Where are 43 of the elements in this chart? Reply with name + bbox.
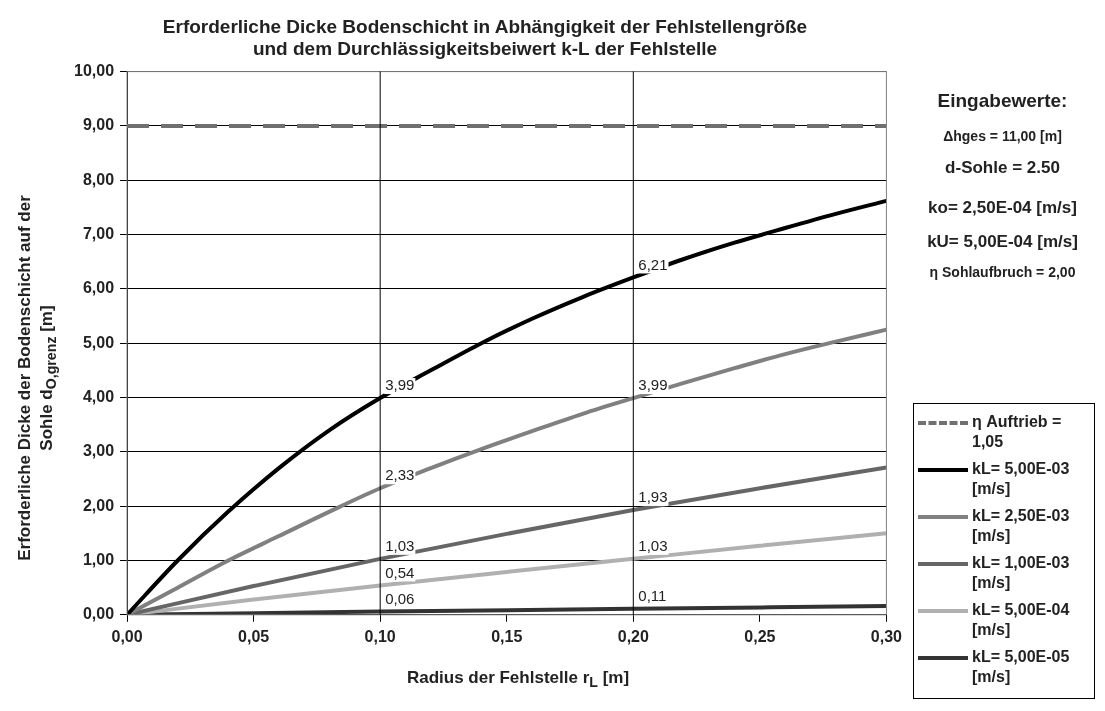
x-tick-label: 0,00 bbox=[111, 627, 143, 645]
text: η Sohlaufbruch = 2,00 bbox=[928, 264, 1077, 280]
y-tick-label: 0,00 bbox=[82, 605, 115, 623]
text: ko= 2,50E-04 [m/s] bbox=[927, 198, 1078, 218]
x-tick-label: 0,05 bbox=[238, 627, 270, 645]
text: Δhges = 11,00 [m] bbox=[942, 128, 1063, 144]
y-tick-label: 1,00 bbox=[82, 550, 115, 568]
x-tick-label: 0,25 bbox=[744, 627, 776, 645]
legend-label: kL= 1,00E-03 [m/s] bbox=[972, 553, 1071, 593]
data-label: 2,33 bbox=[385, 466, 415, 484]
y-tick-label: 2,00 bbox=[82, 496, 115, 514]
y-tick-label: 8,00 bbox=[82, 170, 115, 188]
legend-label: η Auftrieb = 1,05 bbox=[972, 412, 1063, 452]
data-label: 0,06 bbox=[385, 589, 415, 607]
text: d-Sohle = 2.50 bbox=[944, 158, 1061, 178]
y-tick-label: 6,00 bbox=[82, 279, 115, 297]
x-tick-label: 0,30 bbox=[870, 627, 903, 645]
data-label: 1,93 bbox=[638, 488, 668, 506]
text: und dem Durchlässigkeitsbeiwert k-L der Fehlstelle bbox=[252, 38, 718, 60]
x-tick-label: 0,20 bbox=[617, 627, 649, 645]
text: kU= 5,00E-04 [m/s] bbox=[926, 232, 1079, 252]
data-label: 0,11 bbox=[638, 586, 667, 604]
x-tick-label: 0,15 bbox=[491, 627, 523, 645]
data-label: 6,21 bbox=[638, 255, 668, 273]
y-tick-label: 5,00 bbox=[82, 333, 115, 351]
x-axis-title: Radius der Fehlstelle r$_{L}$ [m] bbox=[405, 668, 631, 691]
legend-label: kL= 2,50E-03 [m/s] bbox=[972, 506, 1071, 546]
y-tick-label: 10,00 bbox=[73, 62, 115, 80]
data-label: 3,99 bbox=[385, 376, 415, 394]
text: Erforderliche Dicke Bodenschicht in Abhängigkeit der Fehlstellengröße bbox=[162, 15, 808, 37]
legend-label: kL= 5,00E-04 [m/s] bbox=[972, 600, 1071, 640]
y-tick-label: 4,00 bbox=[82, 387, 115, 405]
x-tick-label: 0,10 bbox=[364, 627, 396, 645]
y-tick-label: 9,00 bbox=[82, 116, 115, 134]
legend-label: kL= 5,00E-03 [m/s] bbox=[972, 459, 1071, 499]
y-tick-label: 3,00 bbox=[82, 442, 115, 460]
data-label: 0,54 bbox=[385, 563, 415, 581]
data-label: 1,03 bbox=[638, 536, 668, 554]
data-label: 3,99 bbox=[638, 376, 668, 394]
legend-label: kL= 5,00E-05 [m/s] bbox=[972, 647, 1071, 687]
text: Eingabewerte: bbox=[936, 90, 1069, 112]
data-label: 1,03 bbox=[385, 536, 415, 554]
y-tick-label: 7,00 bbox=[82, 224, 115, 242]
